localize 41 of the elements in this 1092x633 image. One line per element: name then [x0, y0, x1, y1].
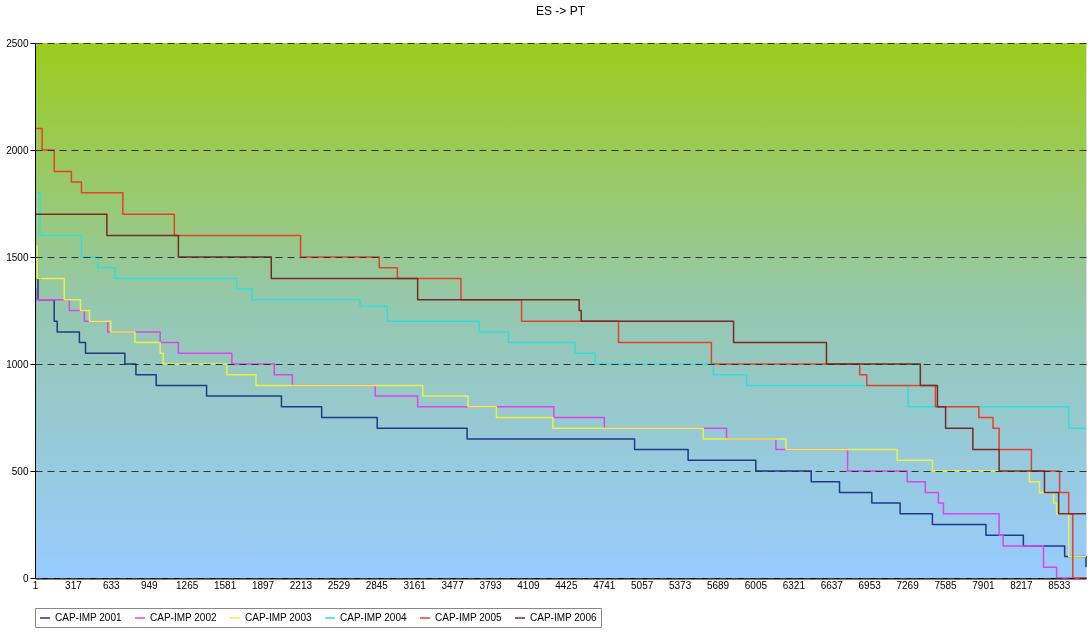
x-tick-label: 6321 [782, 579, 806, 591]
x-tick-label: 7901 [972, 579, 995, 591]
y-tick-label: 2500 [6, 37, 29, 49]
x-tick-label: 949 [140, 579, 159, 591]
x-tick-label: 7269 [896, 579, 920, 591]
x-tick-label: 4425 [555, 579, 578, 591]
x-tick-label: 6637 [820, 579, 844, 591]
legend-label: CAP-IMP 2005 [435, 612, 502, 623]
x-tick-label: 3793 [479, 579, 503, 591]
x-tick-label: 1265 [176, 579, 199, 591]
chart-title: ES -> PT [535, 4, 586, 18]
y-tick-label: 1000 [6, 358, 29, 370]
x-tick-label: 1 [32, 579, 39, 591]
x-tick-label: 2529 [327, 579, 351, 591]
x-tick-label: 8533 [1048, 579, 1071, 591]
x-tick-label: 5057 [631, 579, 654, 591]
x-tick-label: 2845 [365, 579, 389, 591]
x-tick-label: 6953 [858, 579, 882, 591]
x-tick-label: 5373 [668, 579, 692, 591]
x-tick-label: 4109 [517, 579, 540, 591]
y-tick-label: 1500 [6, 251, 29, 263]
x-tick-label: 1897 [251, 579, 275, 591]
x-tick-label: 3477 [441, 579, 465, 591]
x-tick-label: 4741 [593, 579, 616, 591]
x-tick-label: 6005 [744, 579, 768, 591]
legend-label: CAP-IMP 2001 [55, 612, 122, 623]
legend-label: CAP-IMP 2006 [530, 612, 597, 623]
x-tick-label: 8217 [1010, 579, 1033, 591]
legend-label: CAP-IMP 2003 [245, 612, 312, 623]
y-tick-label: 500 [11, 465, 29, 477]
x-tick-label: 5689 [706, 579, 730, 591]
legend-label: CAP-IMP 2002 [150, 612, 217, 623]
x-tick-label: 7585 [934, 579, 958, 591]
x-tick-label: 633 [102, 579, 121, 591]
x-tick-label: 2213 [289, 579, 313, 591]
x-tick-label: 1581 [213, 579, 237, 591]
x-tick-label: 317 [65, 579, 83, 591]
y-tick-label: 2000 [6, 144, 29, 156]
legend-label: CAP-IMP 2004 [340, 612, 407, 623]
y-tick-label: 0 [22, 572, 29, 584]
x-tick-label: 3161 [403, 579, 427, 591]
